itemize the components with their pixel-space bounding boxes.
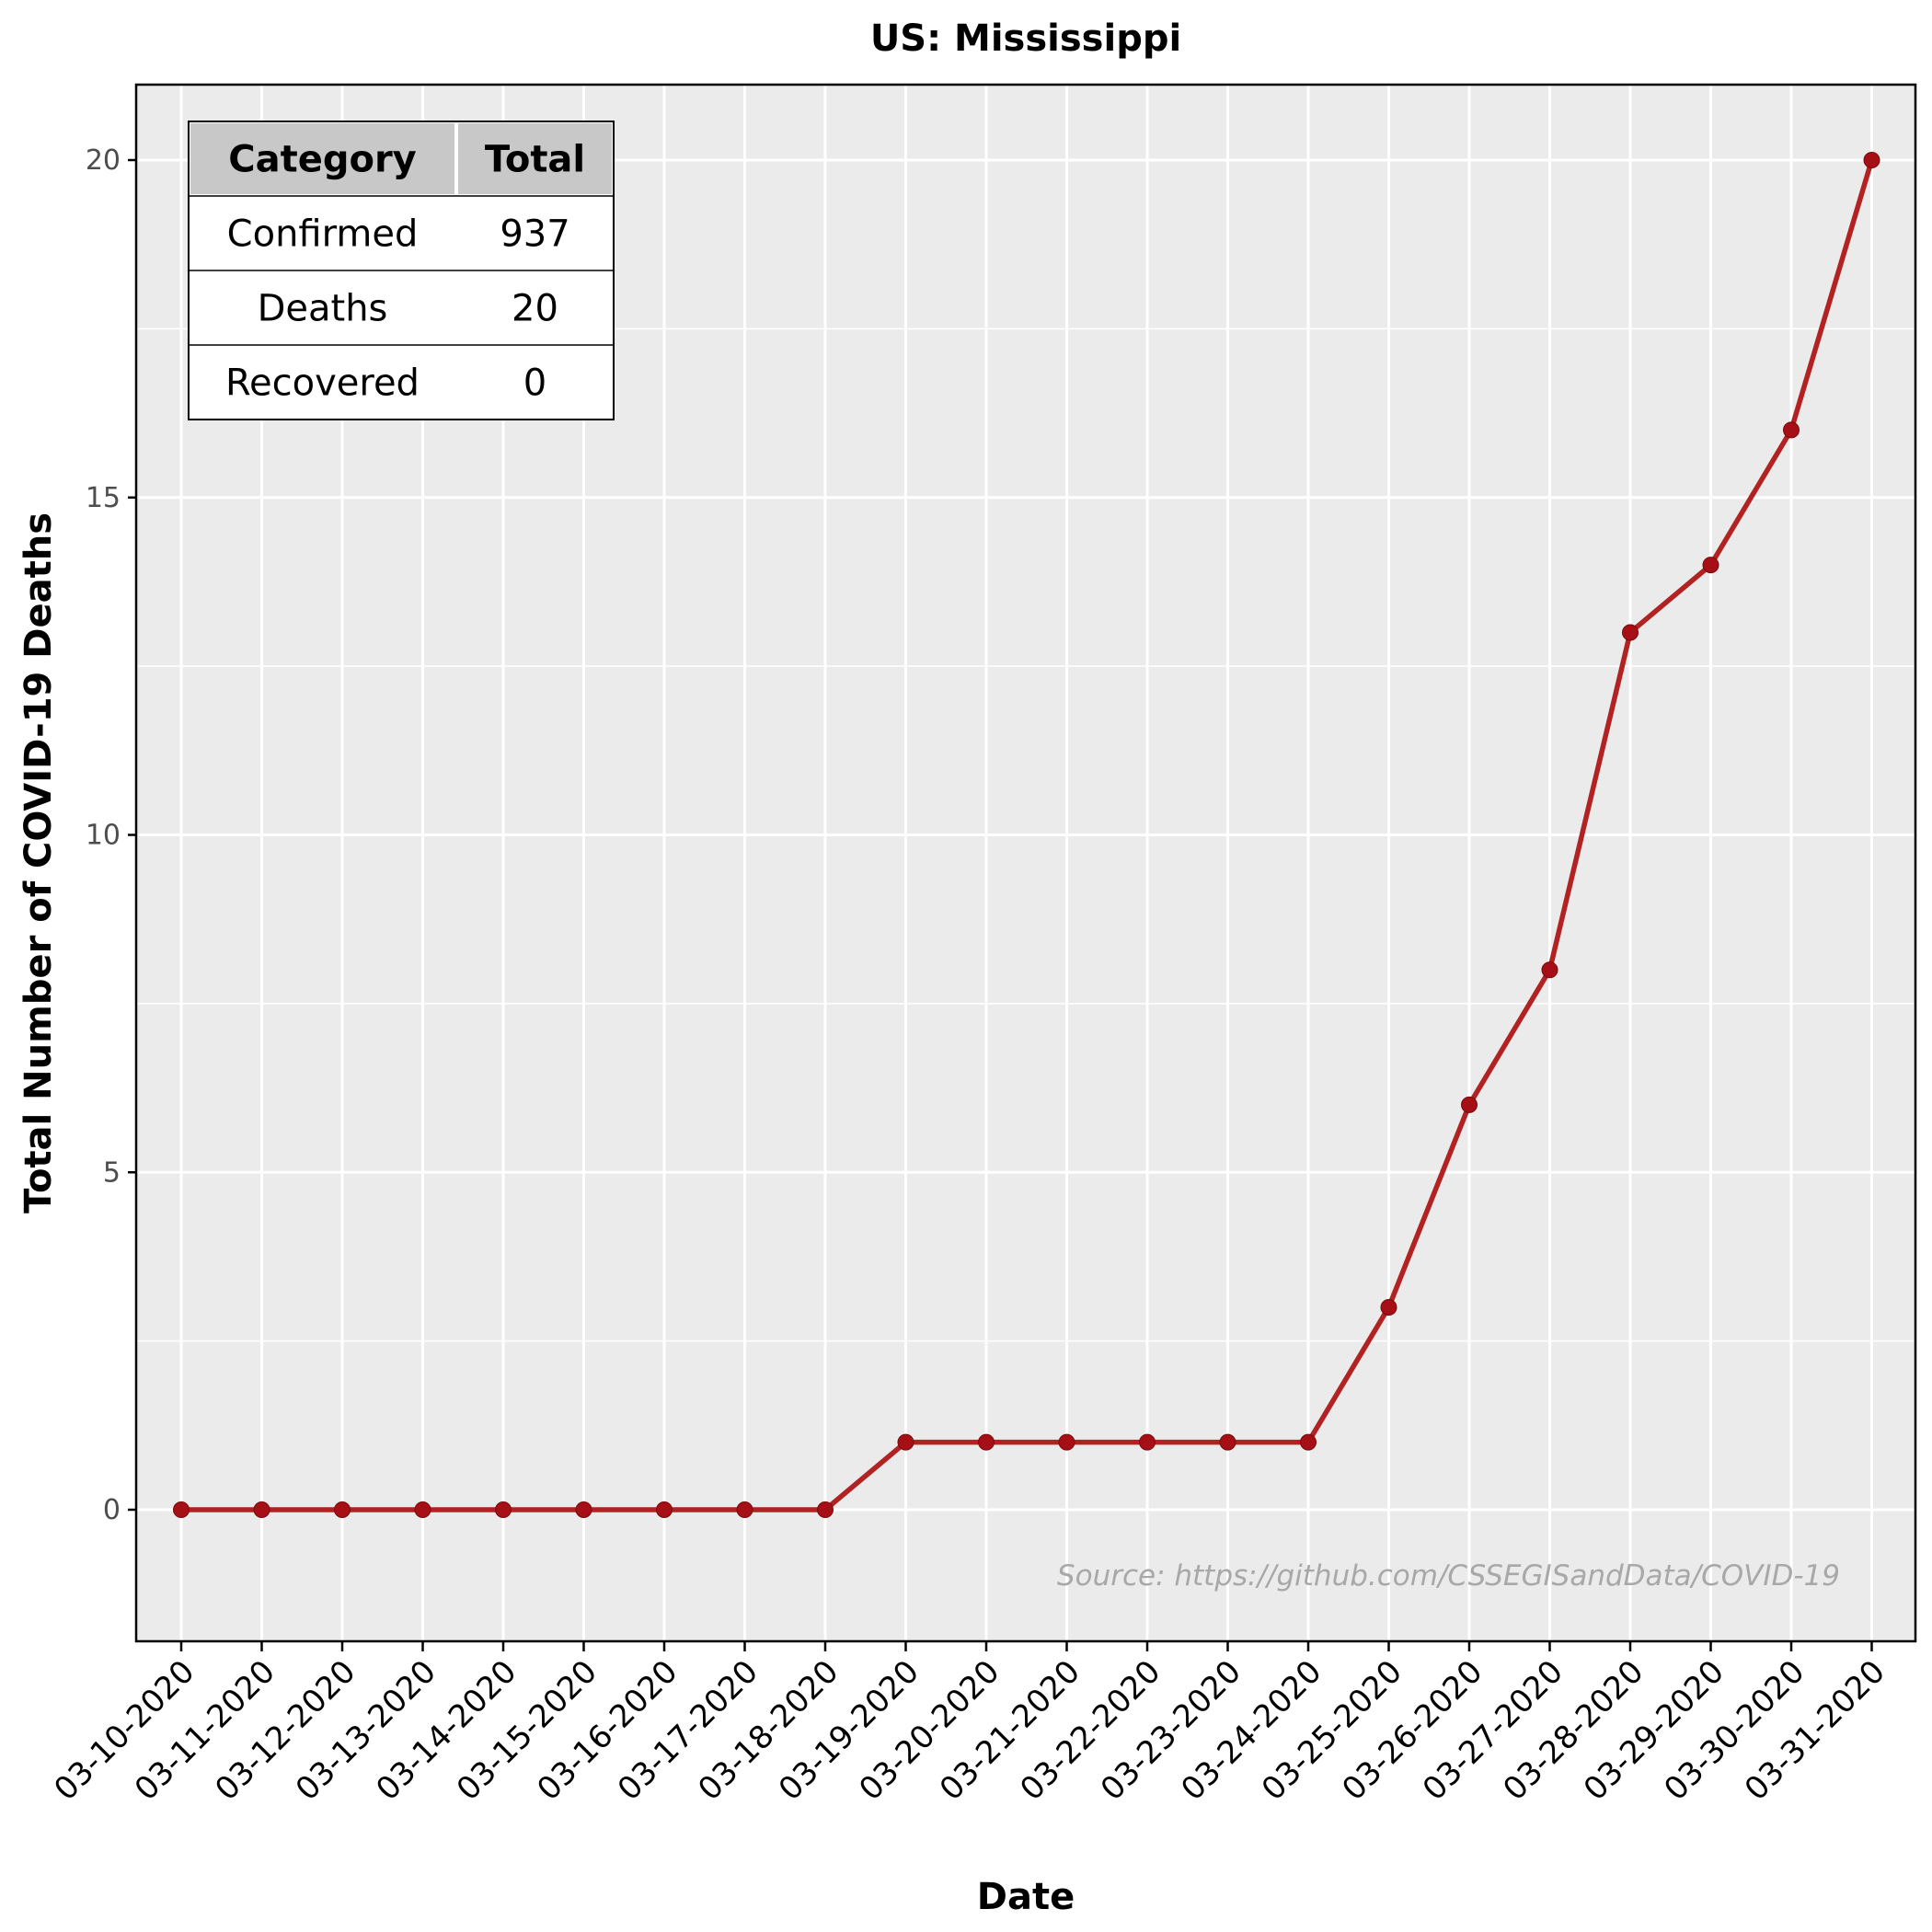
data-point-03-16-2020	[656, 1501, 673, 1518]
x-axis: 03-10-202003-11-202003-12-202003-13-2020…	[47, 1641, 1892, 1808]
table-header-label: Total	[485, 139, 585, 181]
data-point-03-28-2020	[1622, 624, 1639, 641]
data-point-03-24-2020	[1300, 1433, 1317, 1451]
y-tick-label: 20	[86, 144, 121, 177]
summary-table: Category Total Confirmed 937 Deaths 20 Recover…	[188, 121, 615, 420]
data-point-03-25-2020	[1380, 1298, 1397, 1316]
x-tick-label: 03-31-2020	[1738, 1653, 1892, 1808]
data-point-03-17-2020	[736, 1501, 753, 1518]
data-point-03-27-2020	[1541, 961, 1558, 979]
data-point-03-23-2020	[1219, 1433, 1236, 1451]
series-line-deaths	[181, 159, 1875, 1512]
table-category-cell: Deaths	[258, 288, 388, 330]
data-point-03-15-2020	[575, 1501, 592, 1518]
data-point-03-20-2020	[978, 1433, 995, 1451]
data-point-03-13-2020	[414, 1501, 431, 1518]
data-point-03-18-2020	[817, 1501, 834, 1518]
y-axis: 0 5 10 15 20	[86, 144, 136, 1526]
data-point-03-10-2020	[173, 1501, 190, 1518]
data-point-03-31-2020	[1863, 152, 1880, 168]
table-category-cell: Confirmed	[227, 213, 419, 256]
y-tick-label: 15	[86, 482, 121, 514]
source-annotation: Source: https://github.com/CSSEGISandDat…	[1057, 1559, 1840, 1593]
data-point-03-19-2020	[897, 1433, 914, 1451]
chart-title: US: Mississippi	[870, 17, 1181, 60]
data-point-03-30-2020	[1783, 421, 1800, 439]
table-header-cell	[458, 123, 612, 194]
data-point-03-22-2020	[1139, 1433, 1156, 1451]
data-point-03-21-2020	[1058, 1433, 1075, 1451]
y-axis-title: Total Number of COVID-19 Deaths	[17, 512, 60, 1213]
data-point-03-29-2020	[1702, 557, 1719, 574]
data-point-03-11-2020	[253, 1501, 270, 1518]
table-total-cell: 937	[500, 213, 569, 256]
y-tick-label: 5	[103, 1156, 121, 1189]
table-total-cell: 20	[512, 288, 558, 330]
table-header-label: Category	[228, 139, 417, 181]
y-tick-label: 10	[86, 820, 121, 852]
data-point-03-26-2020	[1461, 1096, 1478, 1113]
table-header-cell	[190, 123, 454, 194]
table-total-cell: 0	[523, 362, 546, 405]
plot-border	[134, 83, 1917, 1643]
data-point-03-14-2020	[495, 1501, 512, 1518]
y-tick-label: 0	[103, 1494, 121, 1526]
series-points	[173, 152, 1880, 1518]
table-category-cell: Recovered	[225, 362, 420, 405]
x-axis-title: Date	[977, 1876, 1075, 1918]
data-point-03-12-2020	[334, 1501, 351, 1518]
